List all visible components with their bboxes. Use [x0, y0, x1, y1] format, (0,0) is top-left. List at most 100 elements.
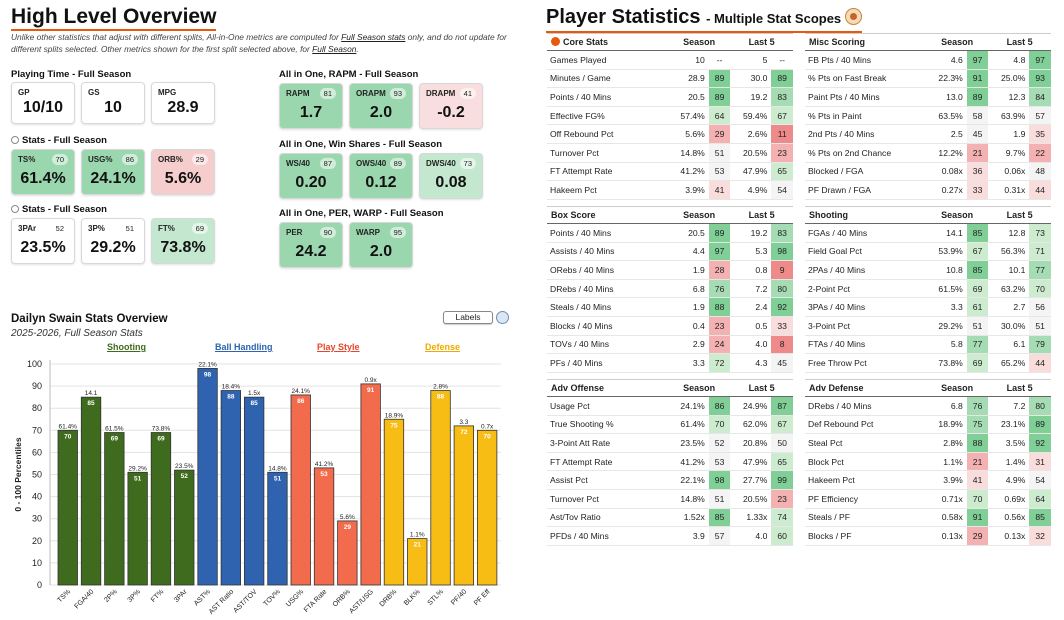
bar-stat-label: 23.5% — [175, 463, 194, 470]
stat-name: PFs / 40 Mins — [547, 353, 668, 373]
season-percentile: 28 — [708, 260, 731, 280]
last5-percentile: 93 — [1029, 69, 1051, 89]
last5-value: 30.0 — [730, 69, 772, 89]
stat-name: FGAs / 40 Mins — [805, 223, 926, 243]
last5-percentile: 45 — [771, 353, 793, 373]
last5-value: 47.9% — [730, 162, 772, 182]
season-percentile: 70 — [708, 415, 731, 435]
season-percentile: 51 — [708, 143, 731, 163]
x-tick-label: FT% — [150, 588, 165, 603]
season-value: 4.4 — [667, 242, 709, 262]
table-row: Hakeem Pct 3.9% 41 4.9% 54 — [805, 470, 1051, 490]
bar-stat-label: 2.8% — [433, 384, 448, 391]
stat-card-mpg: MPG 28.9 — [151, 82, 215, 124]
bar — [290, 394, 311, 586]
stat-name: Steal Pct — [805, 433, 926, 453]
last5-header: Last 5 — [988, 379, 1051, 397]
table-row: Blocks / 40 Mins 0.4 23 0.5 33 — [547, 316, 793, 336]
stat-card-usg-: USG% 86 24.1% — [81, 149, 145, 195]
bar — [476, 429, 498, 586]
season-percentile: 97 — [708, 242, 731, 262]
basketball-icon[interactable] — [845, 8, 863, 25]
card-label: OWS/40 — [356, 159, 387, 168]
x-tick-label: ORB% — [332, 588, 352, 608]
last5-value: 4.8 — [988, 50, 1030, 70]
last5-header: Last 5 — [730, 33, 793, 51]
season-value: 22.3% — [925, 69, 967, 89]
x-tick-label: TS% — [56, 588, 72, 604]
last5-percentile: 89 — [771, 69, 793, 89]
season-value: 73.8% — [925, 353, 967, 373]
labels-toggle[interactable] — [496, 311, 509, 324]
last5-value: 3.5% — [988, 433, 1030, 453]
card-rank-badge: 41 — [459, 88, 476, 99]
radio-icon[interactable] — [11, 136, 19, 144]
card-value: 24.2 — [295, 243, 327, 260]
table-title: Core Stats — [547, 33, 668, 51]
stat-card-rapm: RAPM 81 1.7 — [279, 83, 343, 129]
card-value: 0.08 — [435, 174, 467, 191]
card-label: RAPM — [286, 89, 310, 98]
stat-name: 3PAs / 40 Mins — [805, 297, 926, 317]
card-value: 23.5% — [20, 239, 66, 256]
season-value: 14.1 — [925, 223, 967, 243]
radio-icon[interactable] — [11, 205, 19, 213]
card-rank-badge: 90 — [319, 227, 336, 238]
stat-name: Block Pct — [805, 452, 926, 472]
stat-name: 2-Point Pct — [805, 279, 926, 299]
x-tick-label: PF Eff — [473, 588, 492, 607]
season-percentile: 89 — [966, 87, 989, 107]
bar-stat-label: 0.9x — [365, 377, 378, 384]
table-row: 2nd Pts / 40 Mins 2.5 45 1.9 35 — [805, 124, 1051, 144]
card-label: 3P% — [88, 224, 105, 233]
last5-value: 5 — [730, 50, 772, 70]
season-value: 4.6 — [925, 50, 967, 70]
table-row: Turnover Pct 14.8% 51 20.5% 23 — [547, 489, 793, 509]
group-label-shooting: Shooting — [107, 342, 146, 352]
stat-name: Points / 40 Mins — [547, 223, 668, 243]
last5-percentile: 67 — [771, 106, 793, 126]
table-title: Box Score — [547, 206, 668, 224]
last5-percentile: 83 — [771, 87, 793, 107]
bar-stat-label: 22.1% — [198, 361, 217, 368]
bar — [243, 396, 265, 586]
table-row: 2PAs / 40 Mins 10.8 85 10.1 77 — [805, 260, 1051, 280]
table-row: Steals / PF 0.58x 91 0.56x 85 — [805, 508, 1051, 528]
stat-name: % Pts on 2nd Chance — [805, 143, 926, 163]
last5-percentile: -- — [771, 50, 793, 70]
table-row: Ast/Tov Ratio 1.52x 85 1.33x 74 — [547, 508, 793, 528]
x-tick-label: 2P% — [103, 588, 118, 603]
season-value: 0.13x — [925, 526, 967, 546]
stat-card-ft-: FT% 69 73.8% — [151, 218, 215, 264]
chart-title: Dailyn Swain Stats Overview — [11, 313, 168, 325]
bar-stat-label: 61.5% — [105, 426, 124, 433]
last5-value: 0.8 — [730, 260, 772, 280]
x-tick-label: AST/TOV — [233, 588, 259, 614]
card-label: ORAPM — [356, 89, 386, 98]
stat-name: Blocks / 40 Mins — [547, 316, 668, 336]
stat-name: Field Goal Pct — [805, 242, 926, 262]
stat-name: % Pts in Paint — [805, 106, 926, 126]
y-tick-label: 10 — [32, 558, 42, 568]
table-row: 3-Point Pct 29.2% 51 30.0% 51 — [805, 316, 1051, 336]
group-label-ball-handling: Ball Handling — [215, 342, 273, 352]
labels-button[interactable]: Labels — [443, 311, 493, 324]
table-row: FTAs / 40 Mins 5.8 77 6.1 79 — [805, 335, 1051, 355]
table-row: Def Rebound Pct 18.9% 75 23.1% 89 — [805, 415, 1051, 435]
season-percentile: 53 — [708, 452, 731, 472]
card-rank-badge: 51 — [121, 223, 138, 234]
season-header: Season — [925, 379, 989, 397]
last5-percentile: 97 — [1029, 50, 1051, 70]
season-percentile: 23 — [708, 316, 731, 336]
ws-title: All in One, Win Shares - Full Season — [279, 139, 443, 150]
x-tick-label: TOV% — [262, 588, 281, 607]
season-value: 2.8% — [925, 433, 967, 453]
card-rank-badge: 87 — [319, 158, 336, 169]
stat-name: TOVs / 40 Mins — [547, 335, 668, 355]
playing-time-title: Playing Time - Full Season — [11, 69, 132, 80]
bar-percentile-label: 52 — [181, 473, 189, 480]
last5-value: 2.4 — [730, 297, 772, 317]
card-value: 10/10 — [22, 99, 64, 116]
last5-percentile: 83 — [771, 223, 793, 243]
table-row: Turnover Pct 14.8% 51 20.5% 23 — [547, 143, 793, 163]
